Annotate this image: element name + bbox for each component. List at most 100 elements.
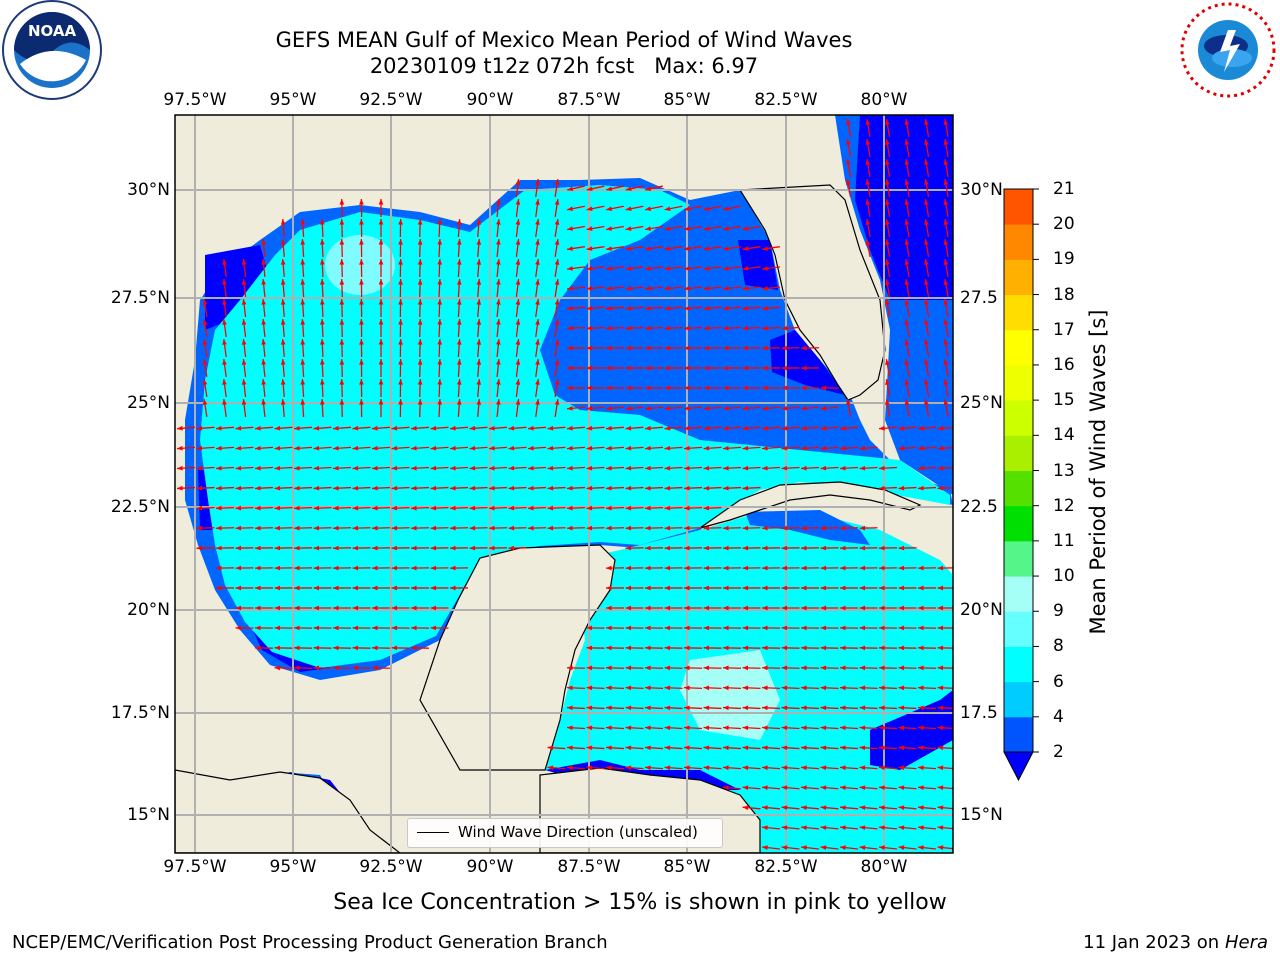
direction-arrow: [684, 225, 702, 231]
legend-label: Wind Wave Direction (unscaled): [458, 823, 698, 841]
direction-arrow: [742, 405, 761, 411]
direction-arrow: [644, 625, 664, 631]
direction-arrow: [625, 425, 644, 431]
direction-arrow: [703, 325, 722, 331]
direction-arrow: [437, 338, 443, 358]
direction-arrow: [605, 725, 625, 731]
direction-arrow: [885, 139, 891, 157]
cuba-land: [699, 481, 922, 529]
direction-arrow: [683, 385, 703, 391]
direction-arrow: [683, 425, 703, 431]
direction-arrow: [664, 225, 683, 231]
direction-arrow: [904, 239, 910, 257]
direction-arrow: [319, 338, 325, 358]
direction-arrow: [644, 525, 664, 531]
direction-arrow: [917, 485, 937, 491]
direction-arrow: [437, 398, 443, 418]
direction-arrow: [625, 505, 644, 511]
direction-arrow: [215, 585, 235, 591]
direction-arrow: [742, 765, 761, 771]
direction-arrow: [352, 565, 371, 571]
direction-arrow: [417, 258, 423, 278]
direction-arrow: [742, 365, 761, 371]
direction-arrow: [508, 545, 527, 551]
direction-arrow: [820, 625, 839, 631]
direction-arrow: [742, 266, 761, 271]
direction-arrow: [761, 625, 781, 631]
direction-arrow: [274, 645, 293, 651]
direction-arrow: [846, 399, 852, 417]
direction-arrow: [398, 258, 403, 278]
direction-arrow: [554, 319, 560, 337]
direction-arrow: [313, 485, 332, 491]
direction-arrow: [359, 398, 364, 418]
direction-arrow: [332, 585, 352, 591]
direction-arrow: [254, 585, 274, 591]
direction-arrow: [586, 485, 605, 491]
direction-arrow: [761, 525, 781, 531]
direction-arrow: [496, 278, 501, 298]
direction-arrow: [644, 425, 664, 431]
direction-arrow: [371, 465, 391, 471]
direction-arrow: [885, 379, 891, 397]
direction-arrow: [527, 525, 547, 531]
direction-arrow: [398, 358, 403, 378]
direction-arrow: [878, 785, 898, 791]
direction-arrow: [261, 258, 266, 278]
direction-arrow: [664, 385, 683, 391]
lon-tick-bottom: 92.5°W: [359, 857, 423, 877]
colorbar-tick-label: 4: [1053, 706, 1064, 727]
direction-arrow: [554, 239, 560, 257]
direction-arrow: [859, 725, 878, 731]
direction-arrow: [904, 179, 910, 197]
direction-arrow: [352, 445, 371, 451]
direction-arrow: [437, 378, 443, 398]
direction-arrow: [430, 505, 449, 511]
direction-arrow: [664, 645, 683, 651]
direction-arrow: [859, 825, 878, 830]
direction-arrow: [515, 338, 521, 358]
direction-arrow: [430, 425, 449, 431]
direction-arrow: [586, 645, 605, 651]
direction-arrow: [359, 338, 364, 358]
direction-arrow: [644, 365, 664, 371]
direction-arrow: [820, 825, 839, 830]
direction-arrow: [800, 385, 820, 391]
direction-arrow: [898, 605, 917, 611]
lon-tick-top: 95°W: [269, 90, 317, 110]
direction-arrow: [924, 399, 930, 417]
direction-arrow: [605, 485, 625, 491]
direction-arrow: [371, 505, 391, 511]
direction-arrow: [859, 585, 878, 591]
direction-arrow: [703, 445, 722, 451]
direction-arrow: [235, 425, 254, 431]
direction-arrow: [878, 485, 898, 491]
direction-arrow: [722, 465, 742, 471]
direction-arrow: [664, 585, 683, 591]
direction-arrow: [781, 625, 800, 631]
direction-arrow: [683, 585, 703, 591]
direction-arrow: [391, 565, 410, 571]
direction-arrow: [280, 238, 286, 258]
lat-tick-left: 30°N: [127, 180, 170, 200]
direction-arrow: [664, 305, 683, 311]
direction-arrow: [625, 525, 644, 531]
direction-arrow: [398, 378, 403, 398]
direction-arrow: [241, 278, 247, 298]
direction-arrow: [352, 545, 371, 551]
direction-arrow: [280, 338, 286, 358]
direction-arrow: [274, 585, 293, 591]
direction-arrow: [586, 465, 605, 471]
direction-arrow: [235, 545, 254, 551]
direction-arrow: [645, 246, 663, 251]
wind-wave-arrows: [176, 119, 953, 850]
direction-arrow: [625, 345, 644, 351]
direction-arrow: [742, 485, 761, 491]
direction-arrow: [898, 445, 917, 451]
direction-arrow: [644, 705, 664, 711]
direction-arrow: [800, 665, 820, 671]
direction-arrow: [410, 605, 430, 611]
direction-arrow: [469, 465, 488, 471]
direction-arrow: [515, 258, 521, 278]
direction-arrow: [293, 445, 313, 451]
